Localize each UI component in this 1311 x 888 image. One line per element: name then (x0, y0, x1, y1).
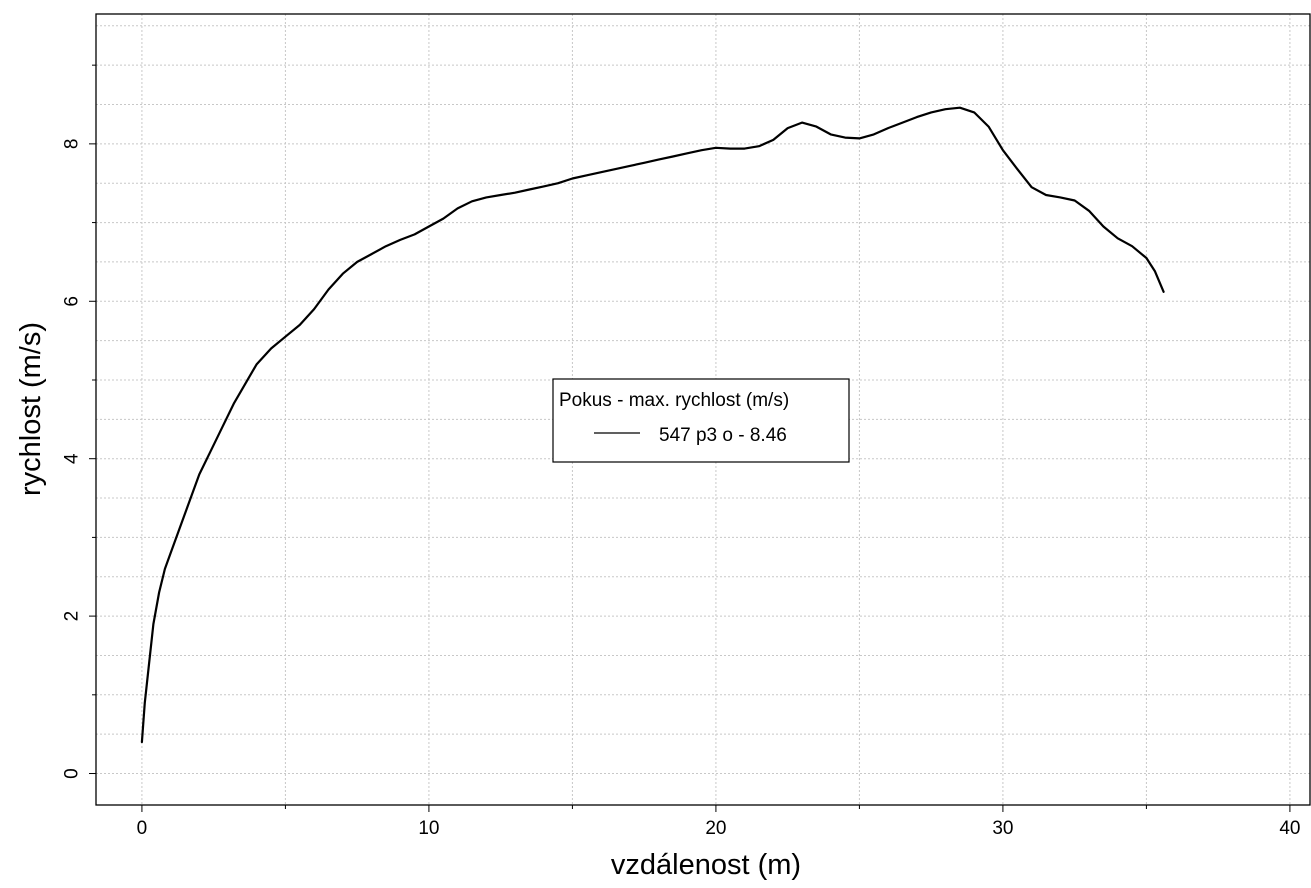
plot-frame (95, 13, 1311, 806)
y-tick-label: 2 (62, 611, 83, 622)
axis-ticks: 0 10 20 30 40 0 2 4 6 8 (62, 64, 1300, 839)
y-tick-label: 8 (62, 139, 83, 150)
y-axis-title: rychlost (m/s) (15, 322, 47, 496)
x-tick-label: 30 (992, 818, 1013, 839)
y-tick-label: 0 (62, 768, 83, 779)
legend-box (552, 378, 850, 463)
legend-entry-label: 547 p3 o - 8.46 (659, 425, 787, 446)
series-line (140, 106, 1165, 744)
x-tick-label: 40 (1279, 818, 1300, 839)
x-tick-label: 10 (418, 818, 439, 839)
x-axis-title: vzdálenost (m) (611, 849, 801, 881)
x-tick-label: 20 (705, 818, 726, 839)
x-tick-label: 0 (137, 818, 148, 839)
y-tick-label: 4 (62, 453, 83, 464)
legend: Pokus - max. rychlost (m/s) 547 p3 o - 8… (552, 378, 850, 463)
legend-title: Pokus - max. rychlost (m/s) (559, 390, 789, 411)
y-tick-label: 6 (62, 296, 83, 307)
series-layer (140, 106, 1165, 744)
